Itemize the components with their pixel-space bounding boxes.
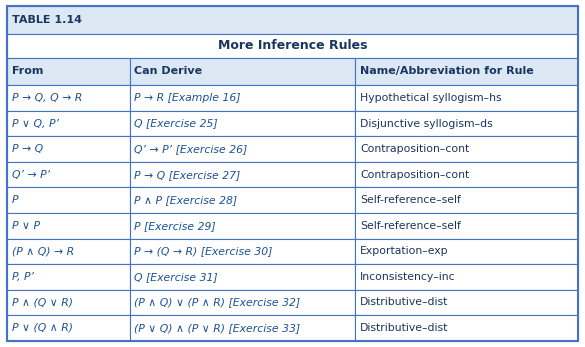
Bar [7,290,130,315]
Text: Q [Exercise 25]: Q [Exercise 25] [135,119,218,128]
Bar [355,85,578,111]
Text: More Inference Rules: More Inference Rules [218,39,367,52]
Bar [7,6,578,34]
Text: P, P’: P, P’ [12,272,34,282]
Bar [130,187,355,213]
Text: P ∧ P [Exercise 28]: P ∧ P [Exercise 28] [135,195,238,205]
Bar [355,58,578,85]
Text: Distributive–dist: Distributive–dist [360,323,448,333]
Text: Hypothetical syllogism–hs: Hypothetical syllogism–hs [360,93,501,103]
Text: P ∨ (Q ∧ R): P ∨ (Q ∧ R) [12,323,73,333]
Text: P: P [12,195,18,205]
Bar [130,264,355,290]
Text: P ∨ P: P ∨ P [12,221,40,231]
Bar [355,136,578,162]
Bar [355,111,578,136]
Text: Q’ → P’ [Exercise 26]: Q’ → P’ [Exercise 26] [135,144,247,154]
Text: Self-reference–self: Self-reference–self [360,221,461,231]
Bar [130,238,355,264]
Text: (P ∧ Q) ∨ (P ∧ R) [Exercise 32]: (P ∧ Q) ∨ (P ∧ R) [Exercise 32] [135,297,301,307]
Text: (P ∧ Q) → R: (P ∧ Q) → R [12,246,74,256]
Bar [130,111,355,136]
Bar [355,315,578,341]
Text: From: From [12,67,43,76]
Text: Q’ → P’: Q’ → P’ [12,170,50,180]
Bar [7,162,130,187]
Bar [355,213,578,238]
Text: P → (Q → R) [Exercise 30]: P → (Q → R) [Exercise 30] [135,246,273,256]
Text: Self-reference–self: Self-reference–self [360,195,461,205]
Bar [7,58,130,85]
Bar [7,187,130,213]
Bar [130,162,355,187]
Text: P ∧ (Q ∨ R): P ∧ (Q ∨ R) [12,297,73,307]
Bar [7,264,130,290]
Bar [7,111,130,136]
Bar [355,162,578,187]
Text: Can Derive: Can Derive [135,67,202,76]
Text: TABLE 1.14: TABLE 1.14 [12,15,82,25]
Text: Contraposition–cont: Contraposition–cont [360,170,469,180]
Text: P → Q: P → Q [12,144,43,154]
Text: P → Q [Exercise 27]: P → Q [Exercise 27] [135,170,240,180]
Bar [130,315,355,341]
Text: P ∨ Q, P’: P ∨ Q, P’ [12,119,59,128]
Bar [130,85,355,111]
Text: Q [Exercise 31]: Q [Exercise 31] [135,272,218,282]
Text: (P ∨ Q) ∧ (P ∨ R) [Exercise 33]: (P ∨ Q) ∧ (P ∨ R) [Exercise 33] [135,323,301,333]
Bar [7,136,130,162]
Text: Inconsistency–inc: Inconsistency–inc [360,272,456,282]
Bar [355,290,578,315]
Bar [7,213,130,238]
Bar [130,136,355,162]
Text: Exportation–exp: Exportation–exp [360,246,449,256]
Bar [7,85,130,111]
Bar [7,238,130,264]
Text: Contraposition–cont: Contraposition–cont [360,144,469,154]
Bar [355,264,578,290]
Text: P → Q, Q → R: P → Q, Q → R [12,93,82,103]
Text: P → R [Example 16]: P → R [Example 16] [135,93,241,103]
Bar [130,58,355,85]
Text: Name/Abbreviation for Rule: Name/Abbreviation for Rule [360,67,534,76]
Text: Distributive–dist: Distributive–dist [360,297,448,307]
Text: P [Exercise 29]: P [Exercise 29] [135,221,216,231]
Bar [355,187,578,213]
Text: Disjunctive syllogism–ds: Disjunctive syllogism–ds [360,119,493,128]
Bar [7,34,578,58]
Bar [130,213,355,238]
Bar [355,238,578,264]
Bar [130,290,355,315]
Bar [7,315,130,341]
